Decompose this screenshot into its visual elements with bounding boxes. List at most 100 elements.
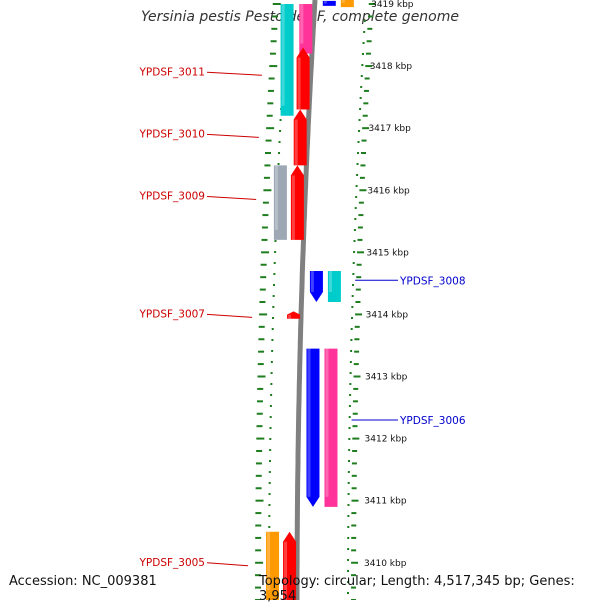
- minor-tick: [355, 196, 358, 198]
- minor-tick: [358, 130, 361, 132]
- minor-tick: [361, 53, 364, 55]
- scale-labels: 3419 kbp 3418 kbp 3417 kbp 3416 kbp 3415 kbp…: [364, 0, 414, 569]
- minor-tick: [356, 163, 359, 165]
- minor-tick: [278, 152, 281, 154]
- minor-tick: [274, 251, 277, 253]
- minor-tick: [268, 515, 271, 517]
- minor-tick: [350, 328, 353, 330]
- minor-tick: [268, 504, 271, 506]
- ypdsf-3005-orange-feature-highlight: [267, 531, 271, 590]
- gene-label-ypdsf_3010: YPDSF_3010: [138, 128, 205, 140]
- minor-tick: [352, 273, 355, 275]
- minor-tick: [277, 163, 280, 165]
- minor-tick: [362, 42, 365, 44]
- gene-label-ypdsf_3009: YPDSF_3009: [138, 190, 205, 202]
- minor-tick: [348, 416, 351, 418]
- gene-label-ypdsf_3005: YPDSF_3005: [138, 557, 205, 569]
- ypdsf-3010-gene-highlight: [294, 119, 298, 166]
- minor-tick: [269, 438, 272, 440]
- ypdsf-3009-gray-feature: [273, 165, 287, 240]
- minor-tick: [361, 64, 364, 66]
- minor-tick: [272, 317, 275, 319]
- minor-tick: [272, 284, 275, 286]
- ypdsf-3008-cyan-feature: [327, 270, 341, 302]
- feature-track: [266, 0, 354, 600]
- ypdsf-3009-gene: [290, 165, 304, 240]
- scale-label-3412: 3412 kbp: [365, 435, 408, 445]
- ypdsf-3005-gene: [283, 531, 297, 600]
- minor-tick: [347, 537, 350, 539]
- minor-tick: [349, 383, 352, 385]
- minor-tick: [353, 251, 356, 253]
- minor-tick: [273, 262, 276, 264]
- minor-tick: [354, 207, 357, 209]
- minor-tick: [348, 405, 351, 407]
- minor-tick: [363, 31, 366, 33]
- gene-label-ypdsf_3008: YPDSF_3008: [399, 275, 466, 287]
- ypdsf-3008-blue-feature-highlight: [310, 270, 314, 292]
- minor-tick: [349, 394, 352, 396]
- label-leader: [206, 133, 259, 138]
- minor-tick: [353, 240, 356, 242]
- minor-tick: [347, 460, 350, 462]
- ypdsf-3011-gene-highlight: [297, 57, 301, 110]
- minor-tick: [279, 119, 282, 121]
- top-cyan-feature: [280, 4, 294, 116]
- minor-tick: [347, 482, 350, 484]
- ypdsf-3009-gene-highlight: [291, 175, 295, 240]
- scale-label-3416: 3416 kbp: [367, 186, 410, 196]
- scale-label-3417: 3417 kbp: [368, 124, 411, 134]
- minor-tick: [357, 141, 360, 143]
- ypdsf-3007-gene: [287, 311, 301, 319]
- top-orange-feature: [340, 0, 354, 8]
- minor-tick: [347, 504, 350, 506]
- gene-label-ypdsf_3011: YPDSF_3011: [138, 66, 205, 78]
- minor-tick: [268, 493, 271, 495]
- minor-tick: [350, 350, 353, 352]
- ypdsf-3005-orange-feature: [266, 531, 280, 600]
- minor-tick: [270, 372, 273, 374]
- scale-label-3419: 3419 kbp: [371, 0, 414, 10]
- top-pink-feature-highlight: [300, 4, 304, 44]
- minor-tick: [347, 592, 350, 594]
- gene-label-ypdsf_3006: YPDSF_3006: [399, 415, 466, 427]
- minor-tick: [347, 526, 350, 528]
- minor-tick: [355, 185, 358, 187]
- minor-tick: [353, 229, 356, 231]
- top-pink-feature: [299, 4, 313, 54]
- minor-tick: [354, 218, 357, 220]
- minor-tick: [269, 427, 272, 429]
- minor-tick: [350, 339, 353, 341]
- minor-tick: [279, 130, 282, 132]
- scale-label-3414: 3414 kbp: [366, 310, 409, 320]
- top-blue-feature: [322, 0, 336, 6]
- minor-tick: [360, 75, 363, 77]
- minor-tick: [268, 526, 271, 528]
- minor-tick: [347, 548, 350, 550]
- minor-tick: [351, 306, 354, 308]
- minor-tick: [352, 262, 355, 264]
- top-cyan-feature-highlight: [281, 4, 285, 106]
- minor-tick: [269, 449, 272, 451]
- minor-tick: [349, 361, 352, 363]
- minor-tick: [356, 174, 359, 176]
- minor-tick: [360, 86, 363, 88]
- label-leader: [206, 71, 262, 76]
- ypdsf-3006-blue-feature-highlight: [307, 348, 311, 497]
- gene-label-ypdsf_3007: YPDSF_3007: [138, 308, 205, 320]
- minor-tick: [273, 273, 276, 275]
- label-leader: [206, 313, 253, 318]
- minor-tick: [269, 405, 272, 407]
- minor-tick: [272, 306, 275, 308]
- ypdsf-3006-pink-feature: [324, 348, 338, 507]
- minor-tick: [351, 317, 354, 319]
- ypdsf-3011-gene: [296, 47, 310, 110]
- ypdsf-3009-gray-feature-highlight: [274, 165, 278, 230]
- ypdsf-3007-gene-highlight: [288, 314, 292, 319]
- minor-tick: [357, 152, 360, 154]
- minor-tick: [359, 108, 362, 110]
- minor-tick: [268, 460, 271, 462]
- minor-tick: [347, 559, 350, 561]
- ypdsf-3005-gene-highlight: [284, 541, 288, 600]
